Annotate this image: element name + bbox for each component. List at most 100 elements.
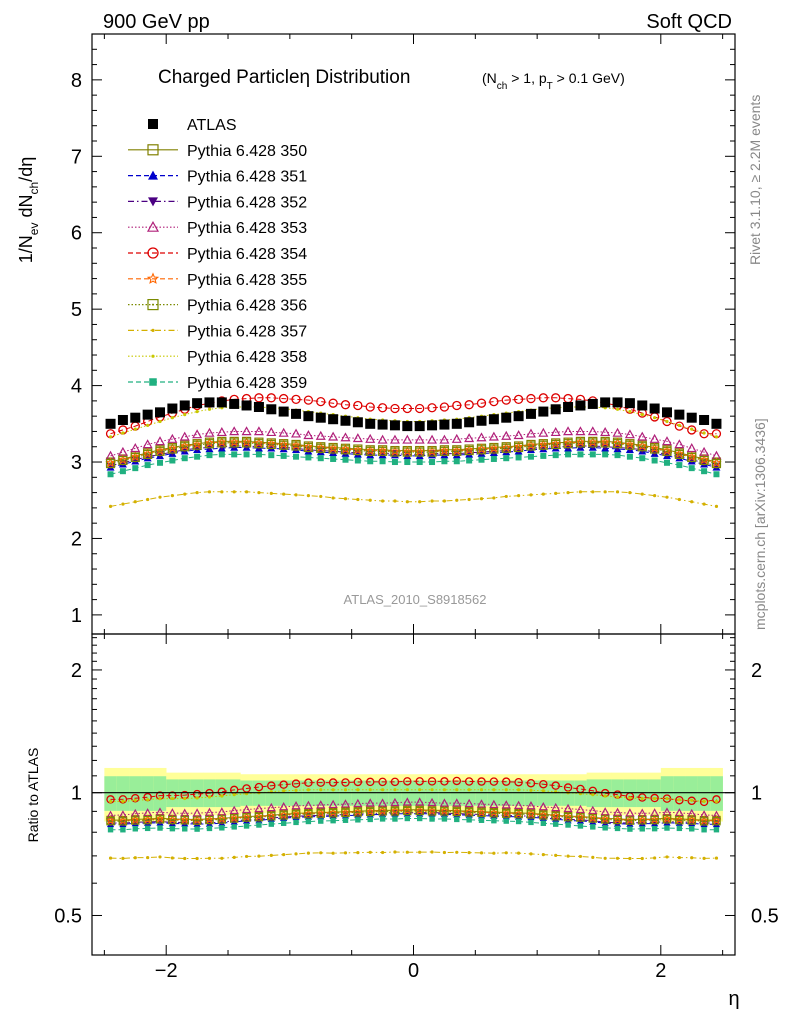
- data-point: [352, 417, 363, 428]
- data-point: [690, 500, 694, 504]
- data-point: [179, 431, 190, 441]
- lower-y-tick-label-right: 2: [751, 660, 762, 682]
- data-point: [356, 497, 360, 502]
- ratio-data-point: [183, 796, 187, 801]
- ratio-data-point: [467, 788, 471, 792]
- data-point-center: [344, 448, 347, 451]
- data-point-center: [356, 449, 359, 452]
- data-point-center: [121, 459, 124, 462]
- ratio-data-point-center: [492, 812, 495, 815]
- data-point: [377, 445, 388, 455]
- data-point: [455, 498, 459, 502]
- ratio-data-point: [452, 776, 462, 786]
- data-point: [158, 495, 162, 499]
- data-point: [108, 435, 113, 439]
- ratio-data-point: [243, 823, 250, 829]
- ratio-data-point: [430, 850, 434, 854]
- data-point: [603, 490, 607, 494]
- data-point: [427, 403, 437, 413]
- data-point: [207, 490, 212, 494]
- data-point: [229, 398, 240, 409]
- data-point: [714, 504, 719, 508]
- data-point-center: [183, 445, 186, 448]
- ratio-data-point: [120, 827, 126, 833]
- ratio-inner-band-bin: [153, 776, 167, 811]
- ratio-data-point: [355, 817, 361, 823]
- data-point-center: [455, 450, 458, 453]
- header-right: Soft QCD: [646, 11, 732, 33]
- legend-entry: Pythia 6.428 356: [128, 298, 307, 315]
- ratio-data-point-center: [628, 819, 631, 822]
- data-point: [628, 490, 632, 495]
- data-point: [119, 468, 126, 475]
- data-point: [640, 492, 644, 496]
- data-point: [492, 496, 496, 500]
- data-point: [686, 443, 697, 453]
- data-point-center: [505, 447, 508, 450]
- rivet-version-text: Rivet 3.1.10, ≥ 2.2M events: [747, 95, 763, 265]
- data-point: [253, 426, 264, 436]
- data-point: [451, 418, 462, 429]
- upper-y-tick-label: 3: [71, 452, 82, 474]
- data-point: [439, 419, 450, 430]
- series-line: [110, 442, 717, 465]
- ratio-data-point: [563, 803, 573, 813]
- data-point: [303, 395, 314, 405]
- ratio-data-point: [602, 825, 608, 831]
- data-point: [687, 452, 697, 463]
- data-point: [649, 442, 660, 453]
- data-point: [551, 393, 561, 403]
- data-point: [204, 427, 215, 437]
- ratio-data-point: [244, 854, 249, 859]
- ratio-data-point: [665, 855, 669, 859]
- data-point: [389, 445, 401, 456]
- x-tick-label: −2: [155, 960, 178, 982]
- data-point: [701, 468, 708, 475]
- data-point: [414, 445, 425, 456]
- ratio-data-point: [577, 823, 584, 829]
- data-point: [241, 436, 252, 447]
- ratio-data-point: [416, 815, 423, 822]
- ratio-data-point: [591, 793, 595, 797]
- data-point-center: [406, 451, 409, 454]
- ratio-data-point: [440, 777, 449, 786]
- data-point: [266, 393, 276, 403]
- ratio-data-point-center: [529, 813, 532, 816]
- ratio-data-point: [650, 793, 659, 803]
- data-point-center: [208, 442, 211, 445]
- data-point: [415, 447, 425, 457]
- data-point: [476, 398, 487, 408]
- ratio-data-point: [330, 817, 336, 824]
- ratio-data-point: [452, 798, 462, 807]
- data-point: [290, 439, 302, 450]
- data-point-center: [431, 451, 434, 454]
- data-point: [192, 429, 203, 439]
- legend-marker: [147, 144, 159, 156]
- ratio-data-point-center: [344, 811, 347, 814]
- ratio-data-point-center: [146, 819, 149, 822]
- ratio-series-pythia-6-428-359: [107, 815, 720, 833]
- ratio-data-point: [627, 826, 633, 832]
- ratio-inner-band-bin: [129, 776, 142, 811]
- data-point: [476, 432, 487, 442]
- ratio-data-point: [677, 798, 681, 802]
- ratio-data-point: [649, 814, 660, 824]
- ratio-data-point: [415, 797, 425, 806]
- data-point: [377, 403, 388, 413]
- ratio-data-point: [588, 814, 597, 823]
- ratio-data-point: [503, 818, 509, 824]
- data-point: [253, 437, 265, 448]
- ratio-data-point: [254, 811, 264, 821]
- ratio-data-point: [442, 850, 447, 855]
- data-point: [526, 393, 536, 404]
- ratio-data-point-center: [542, 814, 545, 817]
- data-point: [587, 426, 598, 436]
- ratio-data-point: [108, 856, 113, 860]
- ratio-data-point: [526, 778, 536, 788]
- ratio-data-point-center: [257, 816, 260, 819]
- data-point: [588, 438, 598, 448]
- data-point: [117, 414, 128, 425]
- ratio-data-point: [303, 808, 314, 818]
- ratio-data-point: [651, 825, 658, 832]
- data-point: [117, 446, 128, 456]
